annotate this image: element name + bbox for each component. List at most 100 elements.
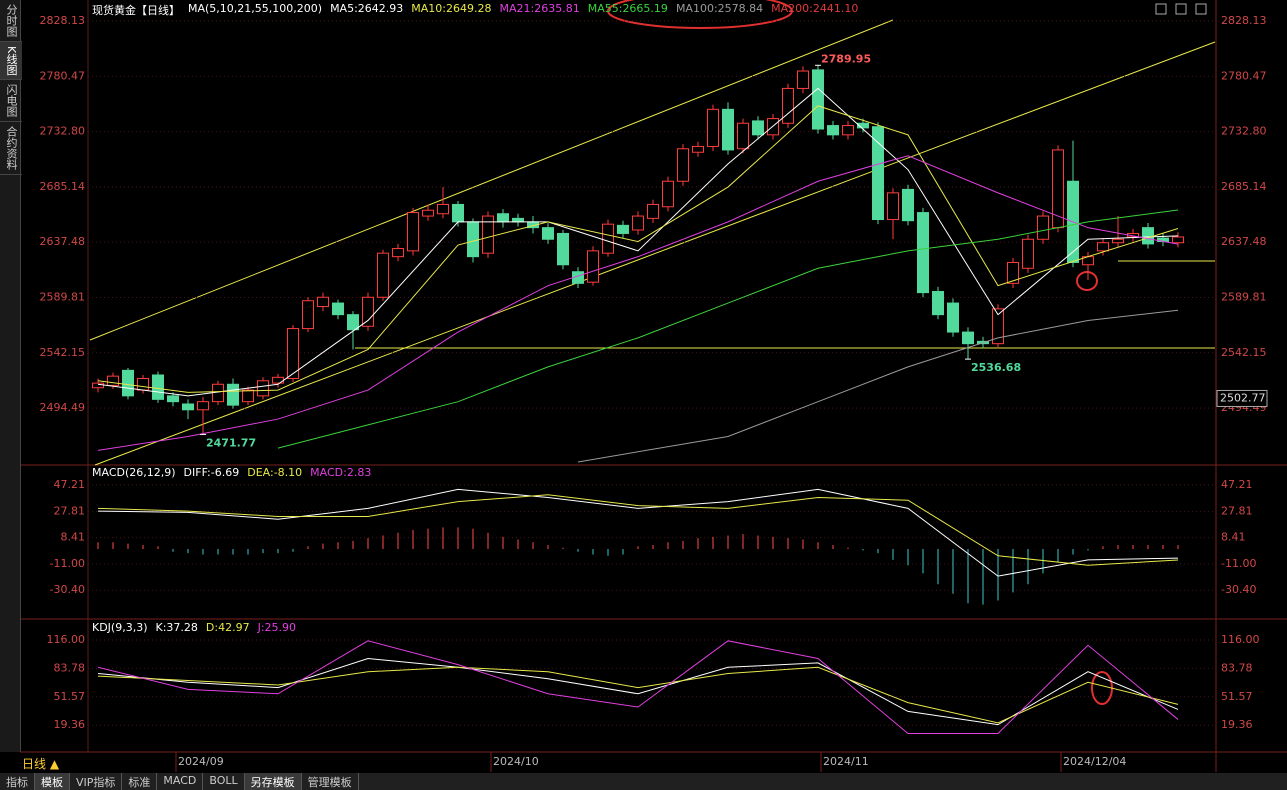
candle-body bbox=[362, 296, 374, 327]
last-price: 2502.77 bbox=[1220, 391, 1266, 404]
candle-body bbox=[707, 108, 719, 147]
candle-body bbox=[332, 302, 344, 316]
candle-body bbox=[947, 302, 959, 333]
candle-body bbox=[1097, 242, 1109, 252]
panel-title: 现货黄金【日线】 bbox=[92, 4, 180, 17]
last-price-box bbox=[1216, 389, 1268, 407]
candle-body bbox=[347, 314, 359, 331]
bottom-tab[interactable]: 指标 bbox=[0, 773, 35, 790]
sidebar-tab[interactable]: K线图 bbox=[0, 42, 22, 81]
bottom-tab[interactable]: VIP指标 bbox=[70, 773, 123, 790]
price-annotation: 2536.68 bbox=[971, 361, 1021, 374]
y-tick-label: 2780.47 bbox=[1221, 69, 1267, 82]
legend-entry: D:42.97 bbox=[205, 621, 250, 634]
bottom-tab[interactable]: 另存模板 bbox=[244, 773, 302, 790]
candle-body bbox=[377, 252, 389, 298]
tab-bar: 指标 模板 VIP指标 标准 MACD BOLL 另存模板 管理模板 bbox=[0, 773, 1287, 790]
price-annotation: 2471.77 bbox=[206, 436, 256, 449]
candle-body bbox=[422, 209, 434, 217]
indicator-line bbox=[97, 87, 1179, 397]
y-tick-label: 83.78 bbox=[54, 661, 86, 674]
y-tick-label: 2542.15 bbox=[40, 346, 86, 359]
candle-body bbox=[92, 382, 104, 389]
y-tick-label: 51.57 bbox=[1221, 690, 1253, 703]
y-tick-label: 2828.13 bbox=[1221, 14, 1267, 27]
y-tick-label: 2685.14 bbox=[1221, 180, 1267, 193]
candle-body bbox=[1172, 236, 1184, 244]
candle-body bbox=[917, 212, 929, 294]
sidebar-tab[interactable]: 分时图 bbox=[0, 0, 22, 42]
y-tick-label: 2732.80 bbox=[40, 125, 86, 138]
y-tick-label: 2494.49 bbox=[40, 401, 86, 414]
y-tick-label: 2589.81 bbox=[1221, 290, 1267, 303]
highlight-ellipse bbox=[607, 0, 793, 29]
candle-body bbox=[287, 328, 299, 379]
candle-body bbox=[227, 383, 239, 406]
indicator-line bbox=[97, 666, 1179, 724]
candle-body bbox=[827, 125, 839, 136]
bottom-tab[interactable]: BOLL bbox=[203, 773, 245, 790]
bottom-tab[interactable]: 管理模板 bbox=[302, 773, 359, 790]
y-tick-label: 2780.47 bbox=[40, 69, 86, 82]
y-tick-label: 116.00 bbox=[1221, 633, 1260, 646]
candle-body bbox=[137, 377, 149, 391]
candle-body bbox=[242, 389, 254, 403]
sidebar-tab[interactable]: 合约资料 bbox=[0, 122, 22, 176]
candle-body bbox=[317, 296, 329, 308]
y-tick-label: 8.41 bbox=[1221, 531, 1246, 544]
indicator-line bbox=[97, 640, 1179, 734]
y-tick-label: 2637.48 bbox=[40, 235, 86, 248]
y-tick-label: 2828.13 bbox=[40, 14, 86, 27]
y-tick-label: 83.78 bbox=[1221, 661, 1253, 674]
y-tick-label: -11.00 bbox=[50, 557, 85, 570]
candle-body bbox=[467, 221, 479, 258]
candle-body bbox=[617, 224, 629, 234]
candle-body bbox=[437, 203, 449, 215]
legend-entry: MACD:2.83 bbox=[310, 466, 372, 479]
highlight-ellipse bbox=[1091, 671, 1113, 705]
indicator-line bbox=[97, 494, 1179, 566]
y-tick-label: 47.21 bbox=[54, 478, 86, 491]
candle-body bbox=[557, 232, 569, 266]
indicator-line bbox=[277, 209, 1179, 449]
legend-entry: J:25.90 bbox=[257, 621, 297, 634]
sidebar-tab[interactable]: 闪电图 bbox=[0, 80, 22, 123]
candle-body bbox=[932, 290, 944, 316]
candle-body bbox=[272, 376, 284, 384]
y-tick-label: 27.81 bbox=[1221, 504, 1253, 517]
panel-subtitle: MA(5,10,21,55,100,200) bbox=[188, 2, 323, 15]
candle-body bbox=[167, 395, 179, 403]
bottom-tab[interactable]: MACD bbox=[157, 773, 204, 790]
y-tick-label: 19.36 bbox=[54, 718, 86, 731]
candle-body bbox=[692, 145, 704, 153]
legend-entry: MA55:2665.19 bbox=[587, 2, 668, 15]
candle-body bbox=[1037, 215, 1049, 240]
legend-entry: MA21:2635.81 bbox=[499, 2, 580, 15]
candle-body bbox=[512, 217, 524, 223]
candle-body bbox=[677, 148, 689, 182]
trend-line bbox=[94, 41, 1216, 466]
candle-body bbox=[302, 300, 314, 330]
candle-body bbox=[1007, 261, 1019, 284]
y-tick-label: 2637.48 bbox=[1221, 235, 1267, 248]
y-tick-label: 19.36 bbox=[1221, 718, 1253, 731]
bottom-tab[interactable]: 模板 bbox=[35, 773, 70, 790]
indicator-line bbox=[97, 105, 1179, 393]
indicator-line bbox=[577, 309, 1179, 463]
y-tick-label: 8.41 bbox=[61, 531, 86, 544]
candle-body bbox=[752, 120, 764, 136]
y-tick-label: 2685.14 bbox=[40, 180, 86, 193]
candle-body bbox=[1022, 238, 1034, 269]
legend: 现货黄金【日线】 MA(5,10,21,55,100,200) MA5:2642.9… bbox=[92, 2, 858, 18]
candle-body bbox=[962, 331, 974, 345]
candle-body bbox=[902, 188, 914, 222]
y-tick-label: 47.21 bbox=[1221, 478, 1253, 491]
bottom-tab[interactable]: 标准 bbox=[122, 773, 158, 790]
indicator-line bbox=[97, 488, 1179, 577]
y-tick-label: 116.00 bbox=[47, 633, 86, 646]
candle-body bbox=[797, 70, 809, 89]
legend: MACD(26,12,9) DIFF:-6.69 DEA:-8.10 MACD:2.8… bbox=[92, 466, 371, 479]
period-selector[interactable]: 日线 ▲ bbox=[22, 757, 60, 771]
